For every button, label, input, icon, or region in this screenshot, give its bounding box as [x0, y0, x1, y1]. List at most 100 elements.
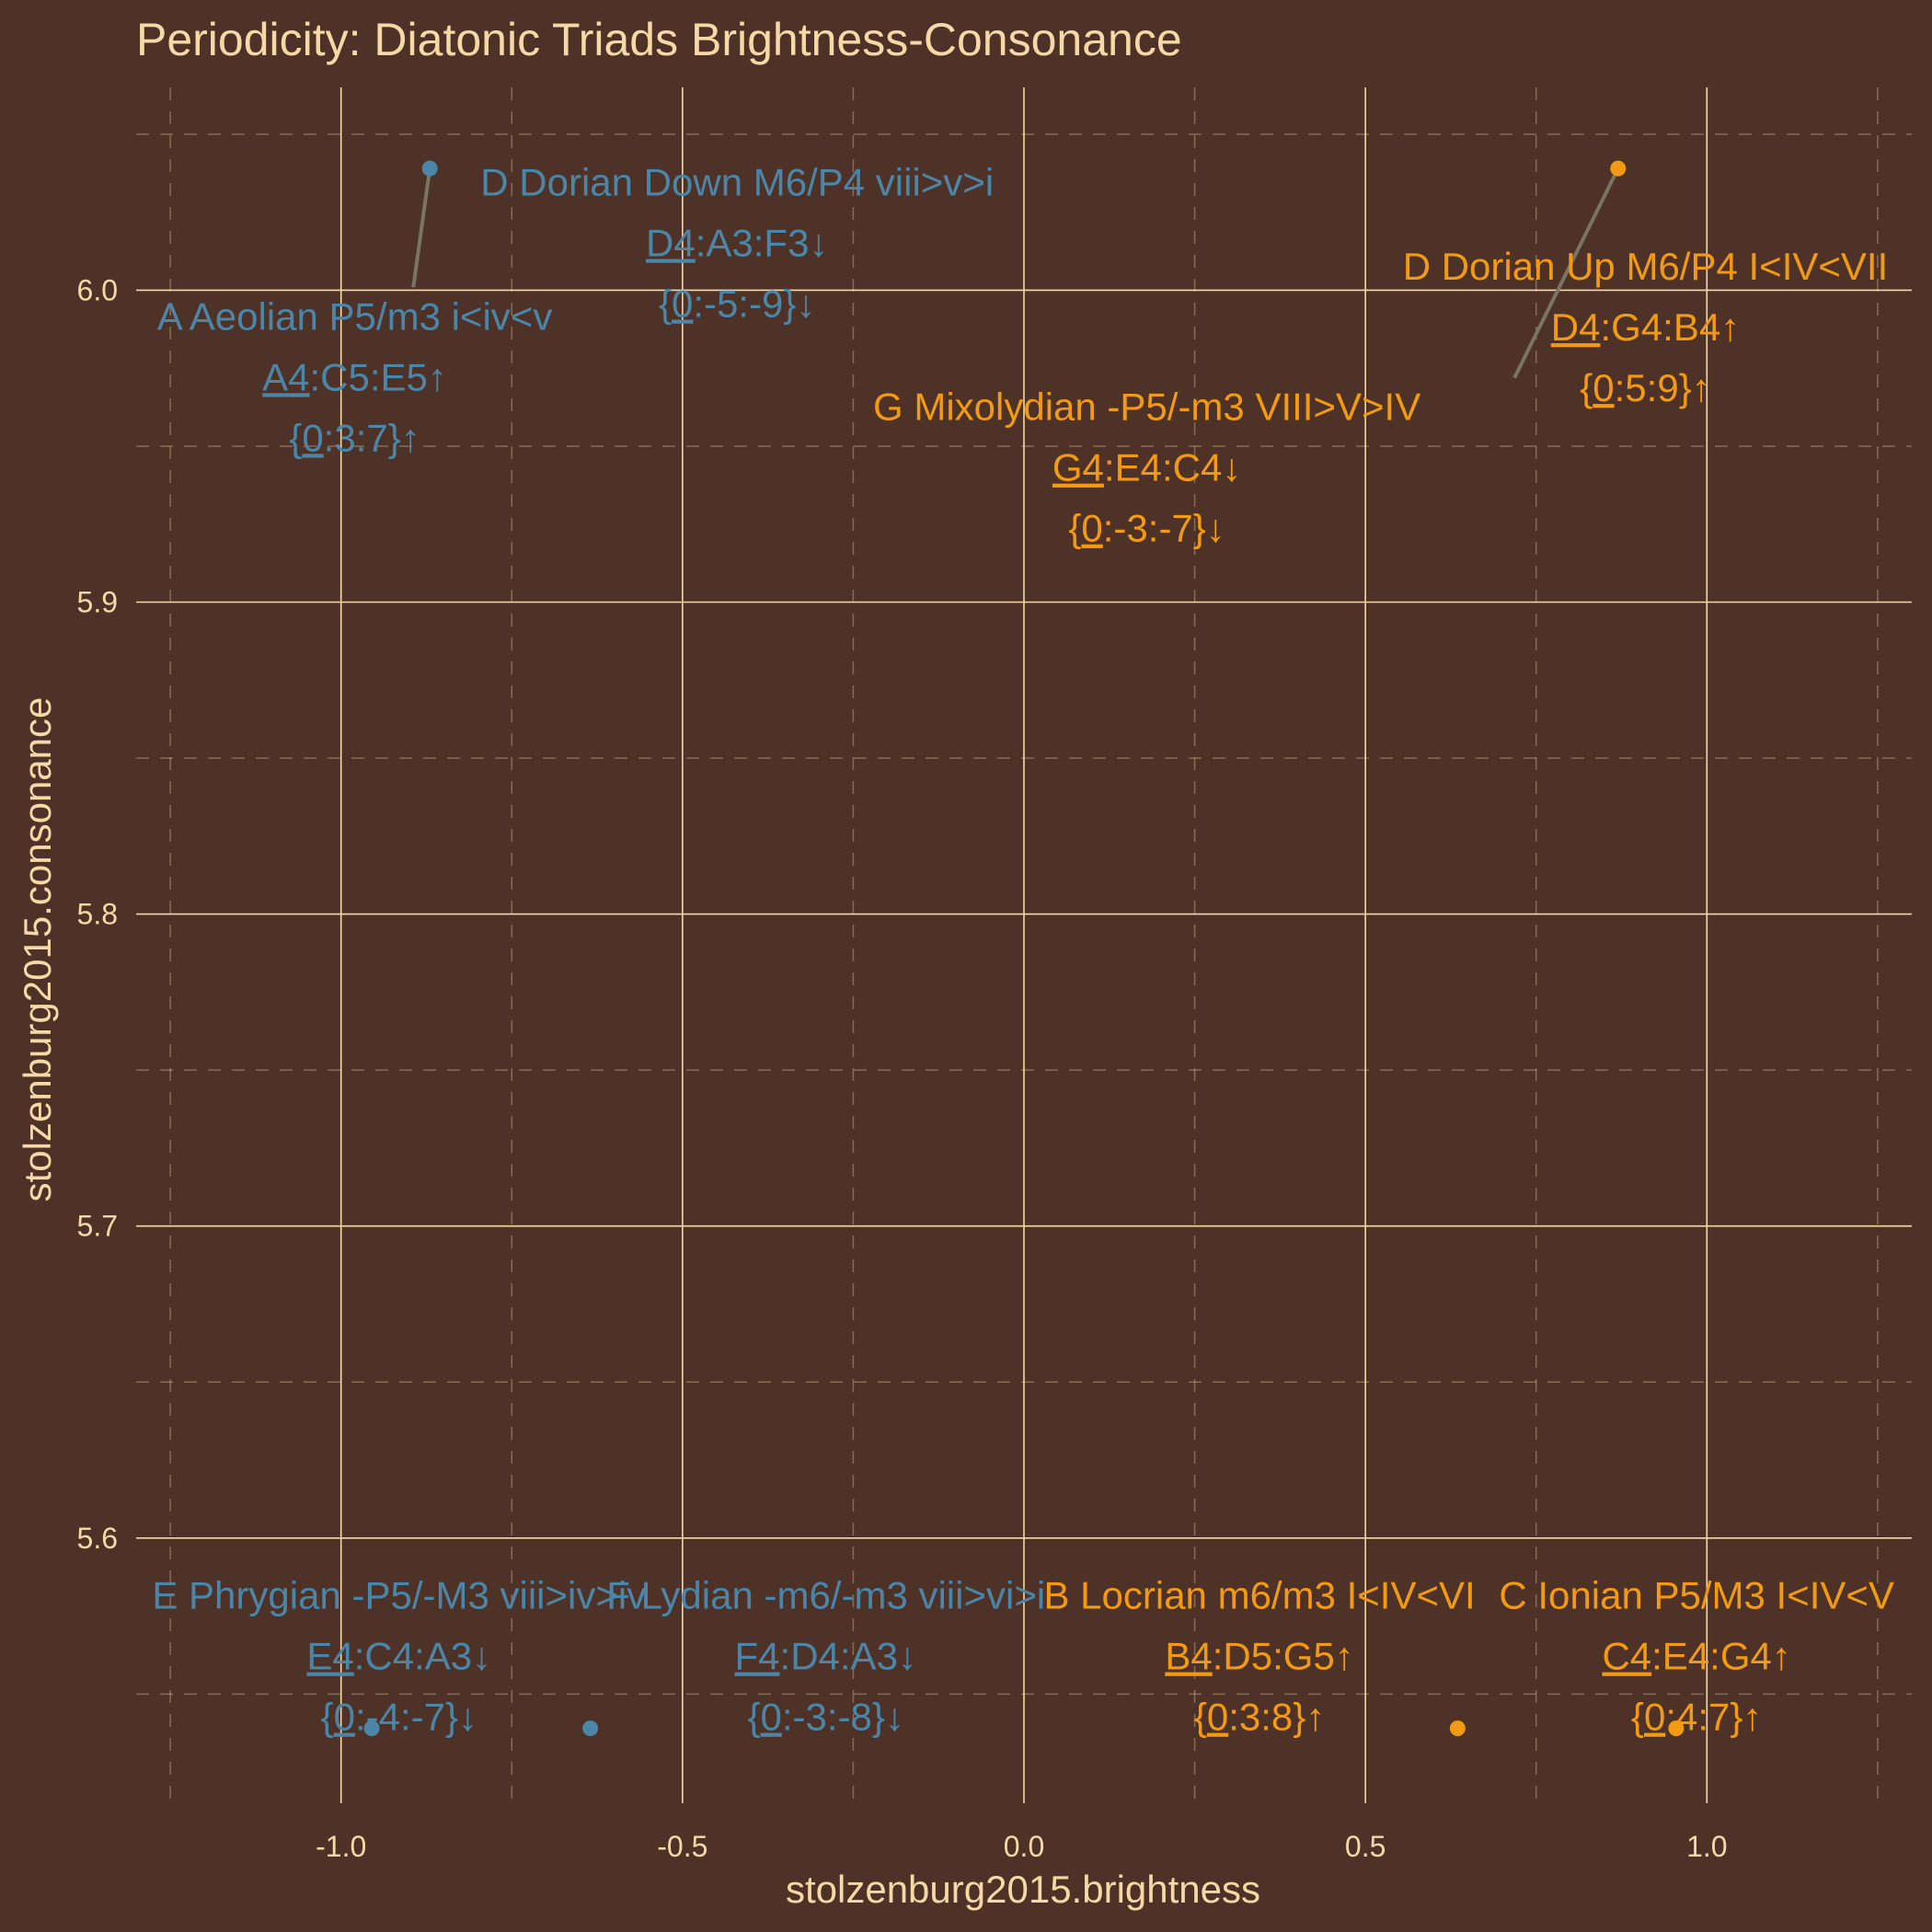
- point-label-line: E4:C4:A3↓: [306, 1635, 491, 1678]
- label-connectors: [411, 167, 1620, 379]
- y-tick-label: 5.6: [77, 1522, 118, 1555]
- y-tick-label: 6.0: [77, 273, 118, 306]
- underlined-root: 0: [1644, 1696, 1665, 1739]
- point-label: F Lydian -m6/-m3 viii>vi>i F4:D4:A3↓ {0:-3…: [606, 1574, 1045, 1739]
- point-label: D Dorian Down M6/P4 viii>v>i D4:A3:F3↓ {0:…: [480, 161, 994, 326]
- grid: [136, 87, 1912, 1803]
- label-segment: F Lydian -m6/-m3 viii>vi>i: [606, 1574, 1045, 1617]
- point-label: C Ionian P5/M3 I<IV<VC4:E4:G4↑{0:4:7}↑: [1499, 1574, 1894, 1739]
- point-label-line: {0:5:9}↑: [1580, 366, 1710, 409]
- point-label: G Mixolydian -P5/-m3 VIII>V>IV G4:E4:C4↓ {…: [873, 385, 1420, 550]
- point-label-line: D Dorian Down M6/P4 viii>v>i: [480, 161, 994, 204]
- x-tick-label: 0.0: [1004, 1830, 1044, 1863]
- label-segment: :A3:F3↓: [696, 222, 829, 265]
- label-segment: :3:7}↑: [324, 416, 420, 459]
- axis-ticks: -1.0 -0.5 0.0 0.5 1.0 5.6 5.7 5.8 5.9 6.0: [77, 273, 1728, 1863]
- data-point: [421, 160, 438, 177]
- x-tick-label: -0.5: [657, 1830, 707, 1863]
- point-label: D Dorian Up M6/P4 I<IV<VIID4:G4:B4↑{0:5:…: [1403, 245, 1889, 409]
- underlined-root: A4: [262, 355, 309, 398]
- point-label-line: {0:3:7}↑: [289, 416, 420, 459]
- data-point: [1610, 160, 1627, 177]
- label-segment: B Locrian m6/m3 I<IV<VI: [1043, 1574, 1475, 1617]
- label-segment: {: [1580, 366, 1593, 409]
- underlined-root: D4: [646, 222, 696, 265]
- label-segment: :4:7}↑: [1665, 1696, 1762, 1739]
- point-label: A Aeolian P5/m3 i<iv<vA4:C5:E5↑{0:3:7}↑: [157, 294, 553, 459]
- data-point: [1449, 1720, 1466, 1737]
- point-label-line: D4:G4:B4↑: [1551, 305, 1740, 349]
- underlined-root: 0: [672, 282, 693, 326]
- underlined-root: 0: [302, 416, 323, 459]
- data-point: [363, 1720, 380, 1737]
- label-segment: {: [289, 416, 302, 459]
- label-segment: :E4:G4↑: [1651, 1635, 1791, 1678]
- x-tick-label: -1.0: [316, 1830, 366, 1863]
- label-segment: :-4:-7}↓: [355, 1696, 477, 1739]
- label-segment: :-5:-9}↓: [693, 282, 815, 326]
- data-point: [1668, 1720, 1685, 1737]
- point-label-line: {0:3:8}↑: [1194, 1696, 1325, 1739]
- label-segment: :C5:E5↑: [310, 355, 447, 398]
- point-label-line: A Aeolian P5/m3 i<iv<v: [157, 294, 553, 338]
- underlined-root: D4: [1551, 305, 1601, 349]
- label-segment: C Ionian P5/M3 I<IV<V: [1499, 1574, 1894, 1617]
- label-segment: E Phrygian -P5/-M3 viii>iv>iv: [152, 1574, 646, 1617]
- chart-title: Periodicity: Diatonic Triads Brightness-…: [136, 14, 1182, 65]
- label-segment: {: [1068, 507, 1081, 550]
- data-point: [582, 1720, 599, 1737]
- point-label-line: C4:E4:G4↑: [1602, 1635, 1790, 1678]
- underlined-root: E4: [306, 1635, 353, 1678]
- label-segment: A Aeolian P5/m3 i<iv<v: [157, 294, 553, 338]
- point-label-line: C Ionian P5/M3 I<IV<V: [1499, 1574, 1894, 1617]
- point-label-line: B4:D5:G5↑: [1165, 1635, 1353, 1678]
- y-axis-title: stolzenburg2015.consonance: [16, 697, 59, 1202]
- label-connector: [411, 167, 432, 288]
- label-segment: D Dorian Down M6/P4 viii>v>i: [480, 161, 994, 204]
- point-label-line: {0:-3:-8}↓: [748, 1696, 904, 1739]
- underlined-root: C4: [1602, 1635, 1651, 1678]
- y-tick-label: 5.9: [77, 586, 118, 619]
- underlined-root: 0: [1207, 1696, 1228, 1739]
- point-label-line: D4:A3:F3↓: [646, 222, 828, 265]
- label-connector: [1512, 167, 1620, 379]
- point-label-line: {0:4:7}↑: [1631, 1696, 1762, 1739]
- point-label-line: {0:-5:-9}↓: [659, 282, 815, 326]
- label-segment: :G4:B4↑: [1600, 305, 1740, 349]
- point-label-line: A4:C5:E5↑: [262, 355, 447, 398]
- label-segment: :-3:-7}↓: [1103, 507, 1225, 550]
- underlined-root: B4: [1165, 1635, 1212, 1678]
- underlined-root: 0: [334, 1696, 355, 1739]
- point-label: E Phrygian -P5/-M3 viii>iv>iv E4:C4:A3↓ {0…: [152, 1574, 646, 1739]
- label-segment: :E4:C4↓: [1104, 446, 1241, 489]
- label-segment: :D4:A3↓: [780, 1635, 917, 1678]
- point-label-line: E Phrygian -P5/-M3 viii>iv>iv: [152, 1574, 646, 1617]
- underlined-root: 0: [1593, 366, 1614, 409]
- underlined-root: 0: [1081, 507, 1102, 550]
- point-label-line: {0:-3:-7}↓: [1068, 507, 1225, 550]
- point-label-line: F Lydian -m6/-m3 viii>vi>i: [606, 1574, 1045, 1617]
- underlined-root: F4: [735, 1635, 780, 1678]
- point-label-line: {0:-4:-7}↓: [321, 1696, 477, 1739]
- label-segment: G Mixolydian -P5/-m3 VIII>V>IV: [873, 385, 1420, 429]
- label-segment: :C4:A3↓: [354, 1635, 491, 1678]
- x-tick-label: 1.0: [1686, 1830, 1727, 1863]
- point-labels: D Dorian Down M6/P4 viii>v>iD4:A3:F3↓{0:…: [152, 161, 1894, 1739]
- x-axis-title: stolzenburg2015.brightness: [786, 1868, 1260, 1911]
- underlined-root: G4: [1052, 446, 1104, 489]
- label-segment: {: [1631, 1696, 1644, 1739]
- label-segment: :-3:-8}↓: [782, 1696, 904, 1739]
- point-label-line: F4:D4:A3↓: [735, 1635, 917, 1678]
- label-segment: {: [1194, 1696, 1207, 1739]
- underlined-root: 0: [761, 1696, 782, 1739]
- y-tick-label: 5.7: [77, 1210, 118, 1243]
- label-segment: :5:9}↑: [1615, 366, 1711, 409]
- point-label-line: D Dorian Up M6/P4 I<IV<VII: [1403, 245, 1889, 288]
- data-points: [363, 160, 1685, 1737]
- point-label-line: B Locrian m6/m3 I<IV<VI: [1043, 1574, 1475, 1617]
- point-label-line: G4:E4:C4↓: [1052, 446, 1241, 489]
- label-segment: :D5:G5↑: [1213, 1635, 1354, 1678]
- point-label: B Locrian m6/m3 I<IV<VI B4:D5:G5↑ {0:3:8}↑: [1043, 1574, 1475, 1739]
